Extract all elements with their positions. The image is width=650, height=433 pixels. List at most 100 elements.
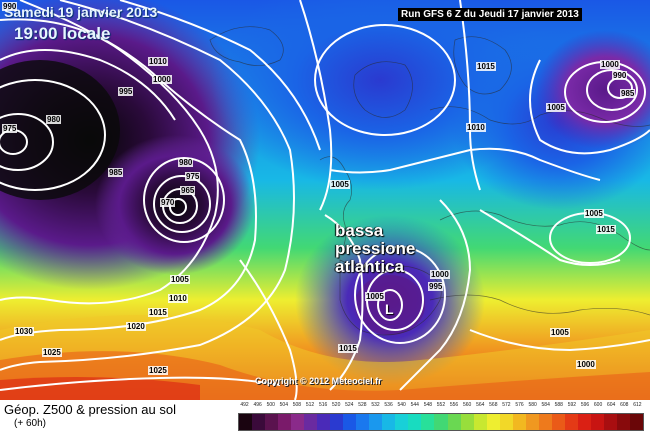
scale-value-label: 584 — [541, 402, 550, 408]
isobar-label: 1005 — [170, 275, 190, 284]
geopotential-map — [0, 0, 650, 400]
scale-color-swatch — [460, 414, 474, 430]
scale-value-label: 608 — [620, 402, 629, 408]
scale-value-label: 492 — [240, 402, 249, 408]
scale-color-swatch — [473, 414, 487, 430]
scale-color-swatch — [317, 414, 331, 430]
scale-color-swatch — [278, 414, 292, 430]
model-run-info: Run GFS 6 Z du Jeudi 17 janvier 2013 — [398, 8, 582, 21]
scale-color-swatch — [304, 414, 318, 430]
scale-color-swatch — [603, 414, 617, 430]
low-pressure-marker: L — [385, 301, 394, 317]
scale-color-swatch — [395, 414, 409, 430]
copyright-notice: Copyright © 2012 Meteociel.fr — [255, 376, 382, 386]
color-scale-labels: 492 496 500 504 508 512 516 520 524 528 532 536 540 5… — [238, 402, 644, 412]
isobar-label: 1030 — [14, 327, 34, 336]
scale-color-swatch — [239, 414, 253, 430]
scale-color-swatch — [616, 414, 630, 430]
isobar-label: 1010 — [148, 57, 168, 66]
scale-value-label: 504 — [279, 402, 288, 408]
scale-color-swatch — [447, 414, 461, 430]
scale-value-label: 540 — [397, 402, 406, 408]
scale-color-swatch — [577, 414, 591, 430]
isobar-label: 1005 — [546, 103, 566, 112]
scale-value-label: 520 — [332, 402, 341, 408]
isobar-label: 1005 — [365, 292, 385, 301]
scale-value-label: 512 — [305, 402, 315, 408]
scale-value-label: 536 — [384, 402, 393, 408]
isobar-label: 1025 — [42, 348, 62, 357]
isobar-label: 965 — [180, 186, 196, 195]
scale-color-swatch — [330, 414, 344, 430]
valid-date: Samedi 19 janvier 2013 — [4, 4, 158, 20]
annotation-line: bassa — [335, 221, 384, 240]
scale-value-label: 560 — [462, 402, 472, 408]
isobar-label: 975 — [185, 172, 201, 181]
scale-color-swatch — [356, 414, 370, 430]
scale-value-label: 604 — [607, 402, 616, 408]
scale-value-label: 580 — [528, 402, 537, 408]
scale-value-label: 524 — [345, 402, 354, 408]
scale-value-label: 588 — [554, 402, 563, 408]
scale-value-label: 596 — [580, 402, 590, 408]
isobar-label: 1005 — [330, 180, 350, 189]
scale-value-label: 528 — [358, 402, 367, 408]
isobar-label: 975 — [2, 124, 18, 133]
scale-color-swatch — [564, 414, 578, 430]
scale-value-label: 564 — [476, 402, 485, 408]
scale-value-label: 548 — [423, 402, 433, 408]
scale-value-label: 592 — [567, 402, 577, 408]
low-pressure-annotation: bassa pressione atlantica — [335, 222, 415, 276]
isobar-label: 990 — [612, 71, 628, 80]
isobar-label: 1000 — [576, 360, 596, 369]
scale-value-label: 576 — [515, 402, 524, 408]
isobar-label: 1010 — [168, 294, 188, 303]
isobar-label: 1015 — [596, 225, 616, 234]
scale-value-label: 572 — [502, 402, 511, 408]
annotation-line: pressione — [335, 239, 416, 258]
color-scale-bar — [238, 413, 644, 431]
isobar-label: 1015 — [338, 344, 358, 353]
scale-color-swatch — [408, 414, 422, 430]
scale-value-label: 500 — [266, 402, 275, 408]
isobar-label: 985 — [620, 89, 636, 98]
isobar-label: 980 — [46, 115, 62, 124]
isobar-label: 985 — [108, 168, 124, 177]
isobar-label: 1020 — [126, 322, 146, 331]
scale-value-label: 612 — [633, 402, 642, 408]
map-legend-title: Géop. Z500 & pression au sol — [4, 402, 176, 417]
scale-color-swatch — [265, 414, 279, 430]
scale-value-label: 568 — [489, 402, 498, 408]
isobar-label: 995 — [118, 87, 134, 96]
scale-value-label: 600 — [593, 402, 603, 408]
scale-color-swatch — [343, 414, 357, 430]
isobar-label: 970 — [160, 198, 176, 207]
isobar-label: 995 — [428, 282, 444, 291]
scale-color-swatch — [499, 414, 513, 430]
scale-value-label: 516 — [318, 402, 328, 408]
scale-color-swatch — [421, 414, 435, 430]
valid-time: 19:00 locale — [14, 24, 111, 43]
isobar-label: 980 — [178, 158, 194, 167]
scale-color-swatch — [590, 414, 604, 430]
isobar-label: 1005 — [584, 209, 604, 218]
scale-value-label: 552 — [436, 402, 446, 408]
isobar-label: 1010 — [466, 123, 486, 132]
scale-color-swatch — [551, 414, 565, 430]
isobar-label: 1000 — [600, 60, 620, 69]
scale-color-swatch — [291, 414, 305, 430]
isobar-label: 1025 — [148, 366, 168, 375]
isobar-label: 1005 — [550, 328, 570, 337]
scale-value-label: 532 — [371, 402, 380, 408]
scale-color-swatch — [382, 414, 396, 430]
scale-color-swatch — [486, 414, 500, 430]
scale-color-swatch — [525, 414, 539, 430]
isobar-label: 1000 — [152, 75, 172, 84]
isobar-label: 1015 — [476, 62, 496, 71]
isobar-label: 1000 — [430, 270, 450, 279]
forecast-lead-time: (+ 60h) — [14, 418, 46, 429]
scale-value-label: 508 — [292, 402, 302, 408]
scale-value-label: 544 — [410, 402, 419, 408]
scale-color-swatch — [538, 414, 552, 430]
